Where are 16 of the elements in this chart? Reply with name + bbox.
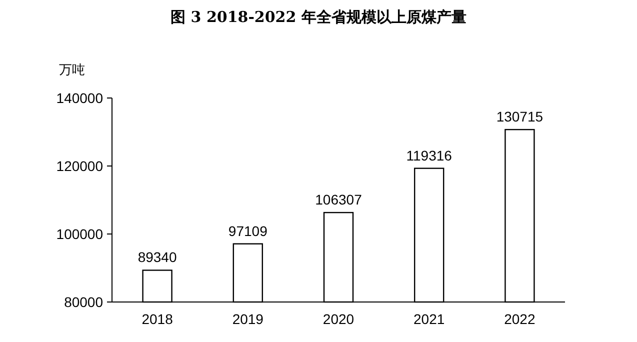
chart-title: 图 3 2018-2022 年全省规模以上原煤产量 (170, 8, 466, 26)
data-label: 97109 (228, 222, 268, 239)
y-tick-label: 100000 (56, 226, 104, 242)
data-label: 119316 (406, 147, 452, 164)
x-tick-label: 2018 (142, 311, 174, 327)
x-tick-label: 2019 (232, 311, 264, 327)
x-tick-label: 2022 (504, 311, 536, 327)
y-tick-label: 120000 (56, 158, 104, 174)
x-tick-label: 2020 (322, 311, 354, 327)
y-tick-label: 80000 (64, 294, 104, 310)
y-axis-title: 万吨 (59, 62, 85, 77)
data-label: 106307 (315, 192, 362, 208)
y-tick-label: 140000 (56, 90, 104, 106)
data-label: 130715 (496, 108, 544, 125)
data-label: 89340 (138, 249, 177, 266)
x-tick-label: 2021 (414, 311, 445, 327)
